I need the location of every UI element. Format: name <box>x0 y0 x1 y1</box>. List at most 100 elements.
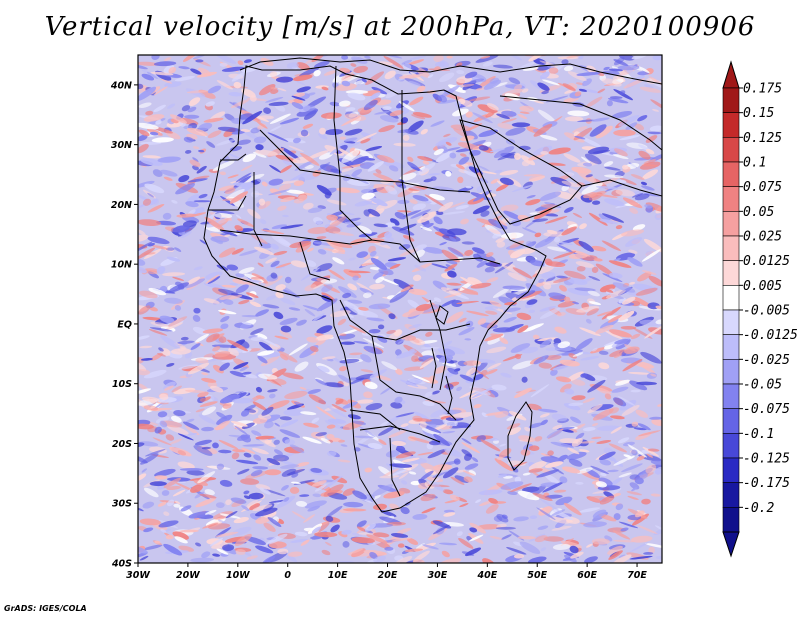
field-patch <box>519 111 530 114</box>
map-title: Vertical velocity [m/s] at 200hPa, VT: 2… <box>44 12 756 42</box>
field-patch <box>391 537 412 542</box>
field-patch <box>389 110 404 117</box>
field-patch <box>183 136 194 143</box>
field-patch <box>174 75 195 82</box>
field-patch <box>388 106 412 111</box>
field-patch <box>278 183 292 192</box>
field-patch <box>252 447 269 455</box>
field-patch <box>160 335 181 349</box>
field-patch <box>619 135 640 141</box>
field-patch <box>426 299 437 305</box>
field-patch <box>370 257 388 271</box>
field-patch <box>472 112 493 124</box>
field-patch <box>363 345 383 355</box>
field-patch <box>347 92 366 101</box>
field-patch <box>321 284 333 293</box>
field-patch <box>165 322 183 330</box>
field-patch <box>202 328 224 334</box>
field-patch <box>368 328 381 334</box>
field-patch <box>393 142 416 147</box>
field-patch <box>525 199 541 206</box>
field-patch <box>456 70 465 75</box>
field-patch <box>205 101 215 107</box>
field-patch <box>278 180 300 185</box>
field-patch <box>339 333 347 337</box>
field-patch <box>549 516 570 524</box>
field-patch <box>563 206 574 213</box>
field-patch <box>528 461 547 471</box>
field-patch <box>497 123 514 130</box>
field-patch <box>341 163 366 169</box>
field-patch <box>459 153 467 157</box>
field-patch <box>428 173 441 176</box>
field-patch <box>229 370 247 378</box>
field-patch <box>607 545 623 555</box>
field-patch <box>143 487 159 498</box>
field-patch <box>567 223 577 229</box>
field-patch <box>303 514 316 523</box>
field-patch <box>342 488 356 496</box>
field-patch <box>546 261 566 268</box>
field-patch <box>469 522 487 534</box>
field-patch <box>400 480 408 485</box>
field-patch <box>343 300 364 316</box>
field-patch <box>216 80 233 90</box>
field-patch <box>524 426 531 432</box>
field-patch <box>370 250 377 257</box>
field-patch <box>647 448 660 452</box>
field-patch <box>618 554 626 559</box>
field-patch <box>650 493 661 497</box>
field-patch <box>592 509 607 519</box>
field-patch <box>561 226 577 236</box>
field-patch <box>140 158 163 166</box>
field-patch <box>145 110 154 116</box>
field-patch <box>395 181 407 189</box>
field-patch <box>510 483 532 492</box>
field-patch <box>496 456 504 461</box>
colorbar-label: 0.075 <box>743 180 782 195</box>
field-patch <box>455 205 469 210</box>
field-patch <box>612 282 636 293</box>
field-patch <box>211 209 235 215</box>
field-patch <box>536 469 560 478</box>
field-patch <box>170 415 182 423</box>
field-patch <box>618 472 632 478</box>
field-patch <box>235 214 242 219</box>
field-patch <box>648 546 655 554</box>
field-patch <box>138 83 144 90</box>
field-patch <box>592 347 598 352</box>
field-patch <box>199 397 207 402</box>
colorbar-max-arrow <box>722 60 740 89</box>
field-patch <box>641 498 651 505</box>
field-patch <box>309 346 319 353</box>
field-patch <box>265 257 277 264</box>
field-patch <box>356 399 374 404</box>
field-patch <box>352 275 359 281</box>
field-patch <box>364 55 371 59</box>
field-patch <box>639 86 661 93</box>
field-patch <box>165 247 175 251</box>
field-patch <box>139 345 153 349</box>
field-patch <box>284 390 308 400</box>
field-patch <box>370 92 381 100</box>
field-patch <box>307 150 329 160</box>
field-patch <box>172 531 189 540</box>
field-patch <box>390 532 409 538</box>
field-patch <box>143 405 159 411</box>
field-patch <box>587 379 606 393</box>
field-patch <box>218 336 227 343</box>
field-patch <box>255 435 275 440</box>
field-patch <box>288 307 301 311</box>
field-patch <box>281 484 289 491</box>
field-patch <box>629 542 649 553</box>
field-patch <box>465 111 473 118</box>
field-patch <box>156 220 177 226</box>
field-patch <box>617 64 640 71</box>
field-patch <box>277 205 287 211</box>
field-patch <box>291 95 306 101</box>
field-patch <box>645 135 658 143</box>
field-patch <box>543 231 567 237</box>
field-patch <box>568 253 588 259</box>
credit-label: GrADS: IGES/COLA <box>4 604 87 613</box>
field-patch <box>284 276 292 284</box>
